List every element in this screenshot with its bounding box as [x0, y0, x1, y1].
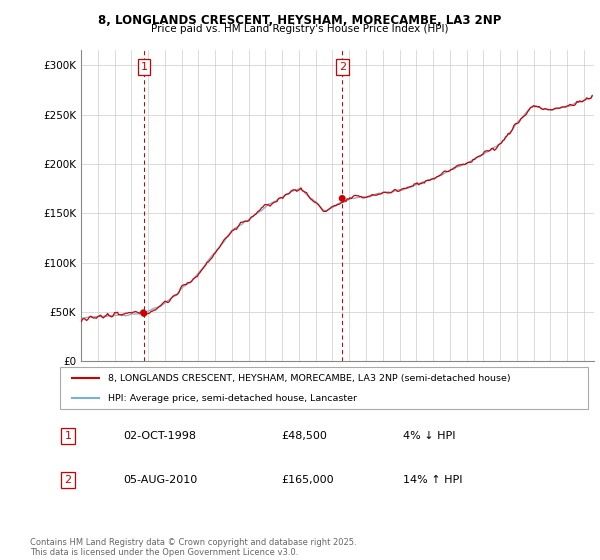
- Text: 1: 1: [140, 62, 148, 72]
- Text: 4% ↓ HPI: 4% ↓ HPI: [403, 431, 456, 441]
- Text: £165,000: £165,000: [282, 475, 334, 485]
- Text: 8, LONGLANDS CRESCENT, HEYSHAM, MORECAMBE, LA3 2NP (semi-detached house): 8, LONGLANDS CRESCENT, HEYSHAM, MORECAMB…: [107, 374, 510, 382]
- Text: 1: 1: [64, 431, 71, 441]
- Text: 2: 2: [338, 62, 346, 72]
- Text: 8, LONGLANDS CRESCENT, HEYSHAM, MORECAMBE, LA3 2NP: 8, LONGLANDS CRESCENT, HEYSHAM, MORECAMB…: [98, 14, 502, 27]
- Text: HPI: Average price, semi-detached house, Lancaster: HPI: Average price, semi-detached house,…: [107, 394, 356, 403]
- Text: 05-AUG-2010: 05-AUG-2010: [124, 475, 197, 485]
- Text: £48,500: £48,500: [282, 431, 328, 441]
- Point: [337, 194, 347, 203]
- Text: 2: 2: [64, 475, 71, 485]
- Text: Price paid vs. HM Land Registry's House Price Index (HPI): Price paid vs. HM Land Registry's House …: [151, 24, 449, 34]
- Text: 14% ↑ HPI: 14% ↑ HPI: [403, 475, 463, 485]
- Text: Contains HM Land Registry data © Crown copyright and database right 2025.
This d: Contains HM Land Registry data © Crown c…: [30, 538, 356, 557]
- Text: 02-OCT-1998: 02-OCT-1998: [124, 431, 196, 441]
- Point: [139, 309, 149, 318]
